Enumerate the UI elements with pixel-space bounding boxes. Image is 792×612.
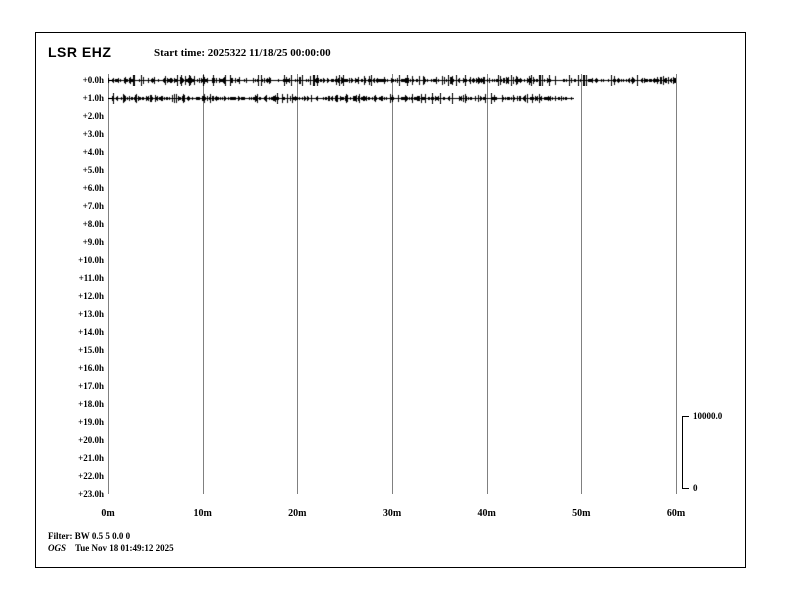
gridline-50m	[581, 74, 582, 494]
y-axis-tick-+22.0h: +22.0h	[78, 471, 104, 481]
x-axis-tick-30m: 30m	[382, 508, 402, 519]
y-axis-tick-+23.0h: +23.0h	[78, 489, 104, 499]
y-axis-tick-+19.0h: +19.0h	[78, 417, 104, 427]
y-axis-tick-+18.0h: +18.0h	[78, 399, 104, 409]
y-axis-tick-+13.0h: +13.0h	[78, 309, 104, 319]
y-axis-tick-+5.0h: +5.0h	[82, 165, 104, 175]
x-axis-tick-50m: 50m	[572, 508, 591, 519]
y-axis-tick-+16.0h: +16.0h	[78, 363, 104, 373]
gridline-60m	[676, 74, 677, 494]
seismic-trace-+0.0h	[108, 75, 676, 86]
y-axis-tick-+8.0h: +8.0h	[82, 219, 104, 229]
y-axis-tick-+14.0h: +14.0h	[78, 327, 104, 337]
organization-label: OGS	[48, 543, 67, 553]
gridline-40m	[487, 74, 488, 494]
y-axis-tick-+10.0h: +10.0h	[78, 255, 104, 265]
seismic-trace-+1.0h	[108, 93, 574, 104]
y-axis-tick-+9.0h: +9.0h	[82, 237, 104, 247]
y-axis-tick-+4.0h: +4.0h	[82, 147, 104, 157]
x-axis-tick-20m: 20m	[288, 508, 307, 519]
y-axis-tick-+21.0h: +21.0h	[78, 453, 104, 463]
y-axis-tick-+6.0h: +6.0h	[82, 183, 104, 193]
scale-bar-min-label: 0	[693, 483, 698, 493]
y-axis-hour-labels: +0.0h +1.0h +2.0h +3.0h +4.0h +5.0h +6.0h +7.0h…	[52, 74, 104, 499]
gridline-30m	[392, 74, 393, 494]
gridline-20m	[297, 74, 298, 494]
y-axis-tick-+20.0h: +20.0h	[78, 435, 104, 445]
y-axis-tick-+0.0h: +0.0h	[82, 75, 104, 85]
plot-frame-border	[35, 32, 746, 568]
y-axis-tick-+17.0h: +17.0h	[78, 381, 104, 391]
x-axis-tick-40m: 40m	[477, 508, 496, 519]
x-axis-tick-0m: 0m	[101, 508, 115, 519]
x-axis-tick-60m: 60m	[666, 508, 686, 519]
y-axis-tick-+15.0h: +15.0h	[78, 345, 104, 355]
trace-plot-area	[108, 74, 677, 494]
credit-label: OGS Tue Nov 18 01:49:12 2025	[48, 542, 448, 554]
x-axis-labels: 0m 10m 20m 30m 40m 50m 60m	[0, 508, 792, 522]
scale-bar-bottom-cap	[682, 488, 689, 489]
x-axis-tick-10m: 10m	[193, 508, 212, 519]
y-axis-tick-+2.0h: +2.0h	[82, 111, 104, 121]
y-axis-tick-+11.0h: +11.0h	[78, 273, 104, 283]
y-axis-tickmark-+1.0h	[108, 98, 113, 99]
scale-bar-top-cap	[682, 416, 689, 417]
filter-label: Filter: BW 0.5 5 0.0 0	[48, 531, 131, 541]
scale-bar-vertical-line	[682, 416, 683, 488]
gridline-0m	[108, 74, 109, 494]
generated-timestamp: Tue Nov 18 01:49:12 2025	[75, 543, 174, 553]
start-time-label: Start time: 2025322 11/18/25 00:00:00	[154, 47, 331, 59]
y-axis-tick-+7.0h: +7.0h	[82, 201, 104, 211]
amplitude-scale-bar: 10000.0 0	[676, 411, 746, 493]
y-axis-tick-+3.0h: +3.0h	[82, 129, 104, 139]
scale-bar-max-label: 10000.0	[693, 411, 723, 421]
y-axis-tickmark-+0.0h	[108, 80, 113, 81]
y-axis-tick-+1.0h: +1.0h	[82, 93, 104, 103]
footer: Filter: BW 0.5 5 0.0 0 OGS Tue Nov 18 01:…	[48, 530, 448, 554]
y-axis-tick-+12.0h: +12.0h	[78, 291, 104, 301]
page-title: LSR EHZ	[48, 44, 112, 60]
gridline-10m	[203, 74, 204, 494]
